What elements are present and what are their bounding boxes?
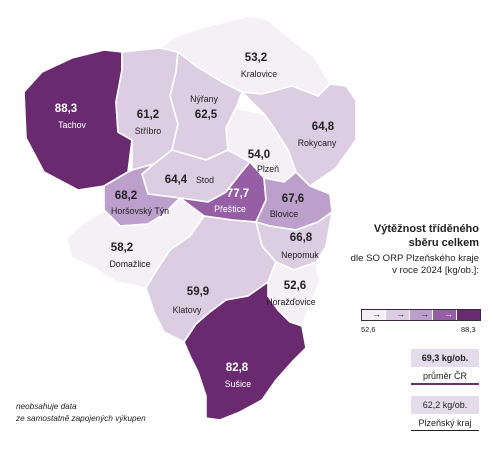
value-label-nyrany: 62,5 <box>195 109 218 121</box>
legend-title-line2: sběru celkem <box>408 237 479 249</box>
footnote-line1: neobsahuje data <box>16 402 77 411</box>
scale-swatch-2 <box>385 310 410 320</box>
name-label-domazlice: Domažlice <box>109 259 150 269</box>
scale-arrow-icon: → <box>420 309 429 319</box>
name-label-klatovy: Klatovy <box>173 305 202 315</box>
name-label-blovice: Blovice <box>270 209 298 219</box>
value-label-nepomuk: 66,8 <box>290 232 313 244</box>
value-label-rokycany: 64,8 <box>312 121 335 133</box>
value-label-stod: 64,4 <box>165 174 188 186</box>
cr-average-value: 69,3 kg/ob. <box>411 349 479 367</box>
value-label-domazlice: 58,2 <box>111 242 133 254</box>
legend-title-line1: Výtěžnost tříděného <box>373 223 479 235</box>
region-susice <box>183 281 307 421</box>
name-label-horazdovice: Horažďovice <box>266 297 316 307</box>
legend-subtitle: dle SO ORP Plzeňského kraje v roce 2024 … <box>279 253 479 277</box>
scale-arrow-icon: → <box>444 309 453 319</box>
legend-sub-line2: v roce 2024 [kg/ob.]: <box>392 265 479 276</box>
cr-average-label: průměr ČR <box>411 371 479 385</box>
value-label-horazdovice: 52,6 <box>284 280 306 292</box>
scale-swatch-1 <box>362 310 386 320</box>
legend-color-scale <box>361 309 481 321</box>
name-label-tachov: Tachov <box>58 120 86 130</box>
legend-sub-line1: dle SO ORP Plzeňského kraje <box>350 253 479 264</box>
name-label-nepomuk: Nepomuk <box>281 250 319 260</box>
value-label-kralovice: 53,2 <box>245 52 267 64</box>
name-label-prestice: Přeštice <box>214 204 246 214</box>
value-label-horsovsky-tyn: 68,2 <box>115 190 137 202</box>
region-labels: 88,3 Tachov 61,2 Stříbro Nýřany 62,5 53,… <box>55 52 337 389</box>
scale-swatch-4 <box>433 310 458 320</box>
value-label-plzen: 54,0 <box>248 149 270 161</box>
value-label-tachov: 88,3 <box>55 103 77 115</box>
name-label-plzen: Plzeň <box>257 164 279 174</box>
value-label-blovice: 67,6 <box>282 193 304 205</box>
legend-title: Výtěžnost tříděného sběru celkem <box>374 222 479 250</box>
value-label-stribro: 61,2 <box>137 109 159 121</box>
name-label-kralovice: Kralovice <box>241 69 277 79</box>
scale-arrow-icon: → <box>372 309 381 319</box>
scale-min-label: 52,6 <box>361 325 376 334</box>
name-label-rokycany: Rokycany <box>298 138 337 148</box>
scale-arrow-icon: → <box>396 309 405 319</box>
name-label-stod: Stod <box>196 175 214 185</box>
name-label-horsovsky-tyn: Horšovský Týn <box>111 206 169 216</box>
scale-swatch-3 <box>409 310 434 320</box>
name-label-nyrany: Nýřany <box>190 94 218 104</box>
region-average-label: Plzeňský kraj <box>411 418 479 431</box>
name-label-stribro: Stříbro <box>135 126 162 136</box>
footnote: neobsahuje data ze samostatně zapojených… <box>16 401 146 425</box>
value-label-prestice: 77,7 <box>227 188 249 200</box>
name-label-susice: Sušice <box>225 379 252 389</box>
scale-max-label: 88,3 <box>461 325 476 334</box>
value-label-susice: 82,8 <box>226 362 249 374</box>
footnote-line2: ze samostatně zapojených výkupen <box>16 414 146 423</box>
region-average-value: 62,2 kg/ob. <box>411 396 479 414</box>
value-label-klatovy: 59,9 <box>187 286 209 298</box>
scale-swatch-5 <box>457 310 480 320</box>
